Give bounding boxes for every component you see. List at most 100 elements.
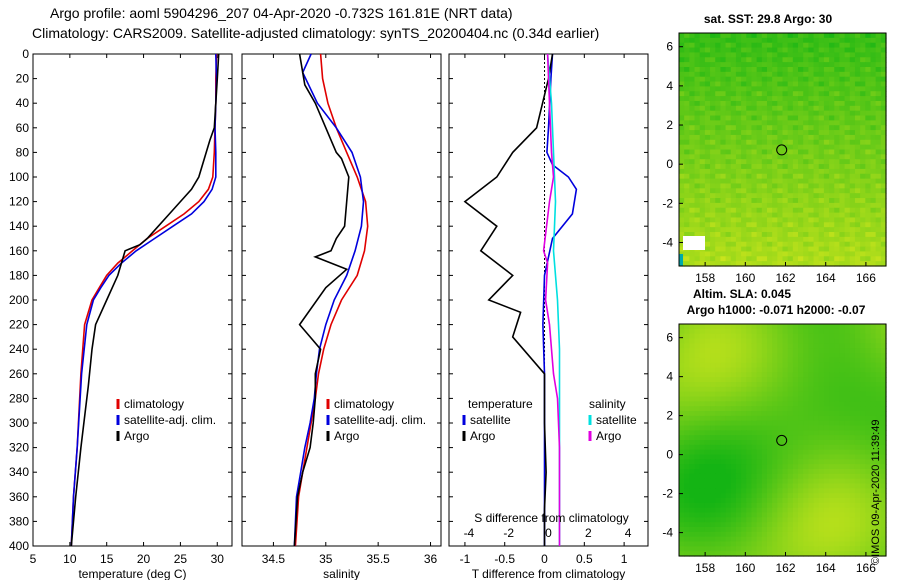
sst-heat-cell (756, 139, 763, 146)
sla-heat-cell (735, 415, 742, 422)
sst-heat-cell (735, 66, 742, 73)
sla-heat-cell (808, 536, 815, 543)
sla-heat-cell (839, 483, 846, 489)
sst-heat-cell (704, 42, 711, 49)
sst-heat-cell (818, 198, 825, 204)
sla-y-tick-label: 4 (666, 370, 673, 384)
sla-heat-cell (880, 328, 887, 335)
sst-heat-cell (746, 227, 753, 233)
sla-heat-cell (715, 396, 721, 402)
sst-heat-cell (829, 149, 835, 155)
sst-heat-cell (766, 110, 773, 117)
sst-heat-cell (803, 202, 809, 209)
sla-heat-cell (694, 488, 701, 494)
sla-heat-cell (741, 391, 747, 398)
sla-heat-cell (766, 430, 773, 436)
sla-heat-cell (694, 440, 701, 446)
sla-heat-cell (875, 372, 882, 378)
sla-heat-cell (782, 502, 789, 509)
sla-heat-cell (803, 353, 809, 359)
sla-heat-cell (689, 493, 696, 499)
sst-heat-cell (761, 66, 768, 73)
sla-heat-cell (689, 357, 696, 364)
temperature-x-tick-label: 20 (137, 552, 151, 566)
sla-heat-cell (730, 415, 737, 422)
sla-heat-cell (679, 430, 685, 436)
sla-heat-cell (829, 386, 835, 393)
sst-heat-cell (823, 130, 830, 136)
sla-heat-cell (699, 411, 706, 417)
sla-heat-cell (756, 459, 763, 465)
sla-heat-cell (844, 493, 851, 499)
sst-heat-cell (715, 57, 721, 63)
sla-heat-cell (844, 488, 851, 494)
difference-line-s-satellite (546, 53, 561, 546)
sla-heat-cell (818, 357, 825, 364)
sst-heat-cell (829, 91, 835, 97)
sla-heat-cell (735, 348, 742, 354)
sst-heat-cell (792, 71, 799, 78)
sla-heat-cell (813, 459, 820, 465)
sla-heat-cell (741, 493, 747, 499)
sla-heat-cell (689, 382, 696, 388)
sla-heat-cell (699, 338, 706, 344)
sla-heat-cell (860, 449, 866, 456)
sla-heat-cell (803, 440, 809, 446)
sst-heat-cell (865, 42, 872, 49)
sla-heat-cell (849, 531, 856, 538)
sst-heat-cell (823, 256, 830, 262)
sla-heat-cell (839, 377, 846, 383)
sla-heat-cell (829, 541, 835, 547)
sla-heat-cell (808, 512, 815, 518)
sla-heat-cell (766, 382, 773, 388)
sst-heat-cell (818, 47, 825, 54)
sst-heat-cell (808, 241, 815, 248)
sst-heat-cell (777, 236, 784, 243)
sst-heat-cell (787, 236, 794, 243)
sla-heat-cell (875, 478, 882, 485)
sst-heat-cell (792, 96, 799, 102)
sst-heat-cell (854, 183, 861, 189)
sla-heat-cell (803, 512, 809, 518)
sst-heat-cell (849, 222, 856, 228)
sst-heat-cell (813, 66, 820, 73)
sst-heat-cell (679, 47, 685, 54)
sst-heat-cell (777, 134, 784, 141)
sst-heat-cell (772, 105, 778, 112)
sst-heat-cell (715, 81, 721, 87)
sst-heat-cell (751, 217, 758, 223)
sla-heat-cell (829, 396, 835, 402)
sla-heat-cell (834, 493, 841, 499)
sst-heat-cell (741, 227, 747, 233)
sla-heat-cell (730, 488, 737, 494)
sst-heat-cell (704, 125, 711, 131)
sla-heat-cell (803, 488, 809, 494)
sla-heat-cell (699, 377, 706, 383)
sst-heat-cell (792, 105, 799, 112)
sla-heat-cell (715, 546, 721, 552)
sst-heat-cell (844, 236, 851, 243)
sst-heat-cell (715, 125, 721, 131)
sst-heat-cell (715, 100, 721, 107)
sst-heat-cell (818, 212, 825, 219)
sla-heat-cell (875, 406, 882, 412)
sst-heat-cell (756, 168, 763, 175)
sla-heat-cell (689, 425, 696, 431)
sst-heat-cell (860, 246, 866, 253)
sst-heat-cell (803, 246, 809, 253)
sla-heat-cell (823, 386, 830, 393)
sla-heat-cell (756, 527, 763, 533)
sla-heat-cell (741, 338, 747, 344)
sla-heat-cell (839, 406, 846, 412)
sst-heat-cell (808, 134, 815, 141)
sla-heat-cell (787, 372, 794, 378)
sst-heat-cell (751, 202, 758, 209)
sla-heat-cell (710, 430, 716, 436)
sla-heat-cell (679, 420, 685, 427)
sla-heat-cell (839, 440, 846, 446)
figure-title-line1: Argo profile: aoml 5904296_207 04-Apr-20… (50, 5, 513, 21)
sst-heat-cell (782, 37, 789, 44)
sst-heat-cell (849, 251, 856, 257)
sst-heat-cell (870, 120, 877, 126)
sst-heat-cell (782, 105, 789, 112)
